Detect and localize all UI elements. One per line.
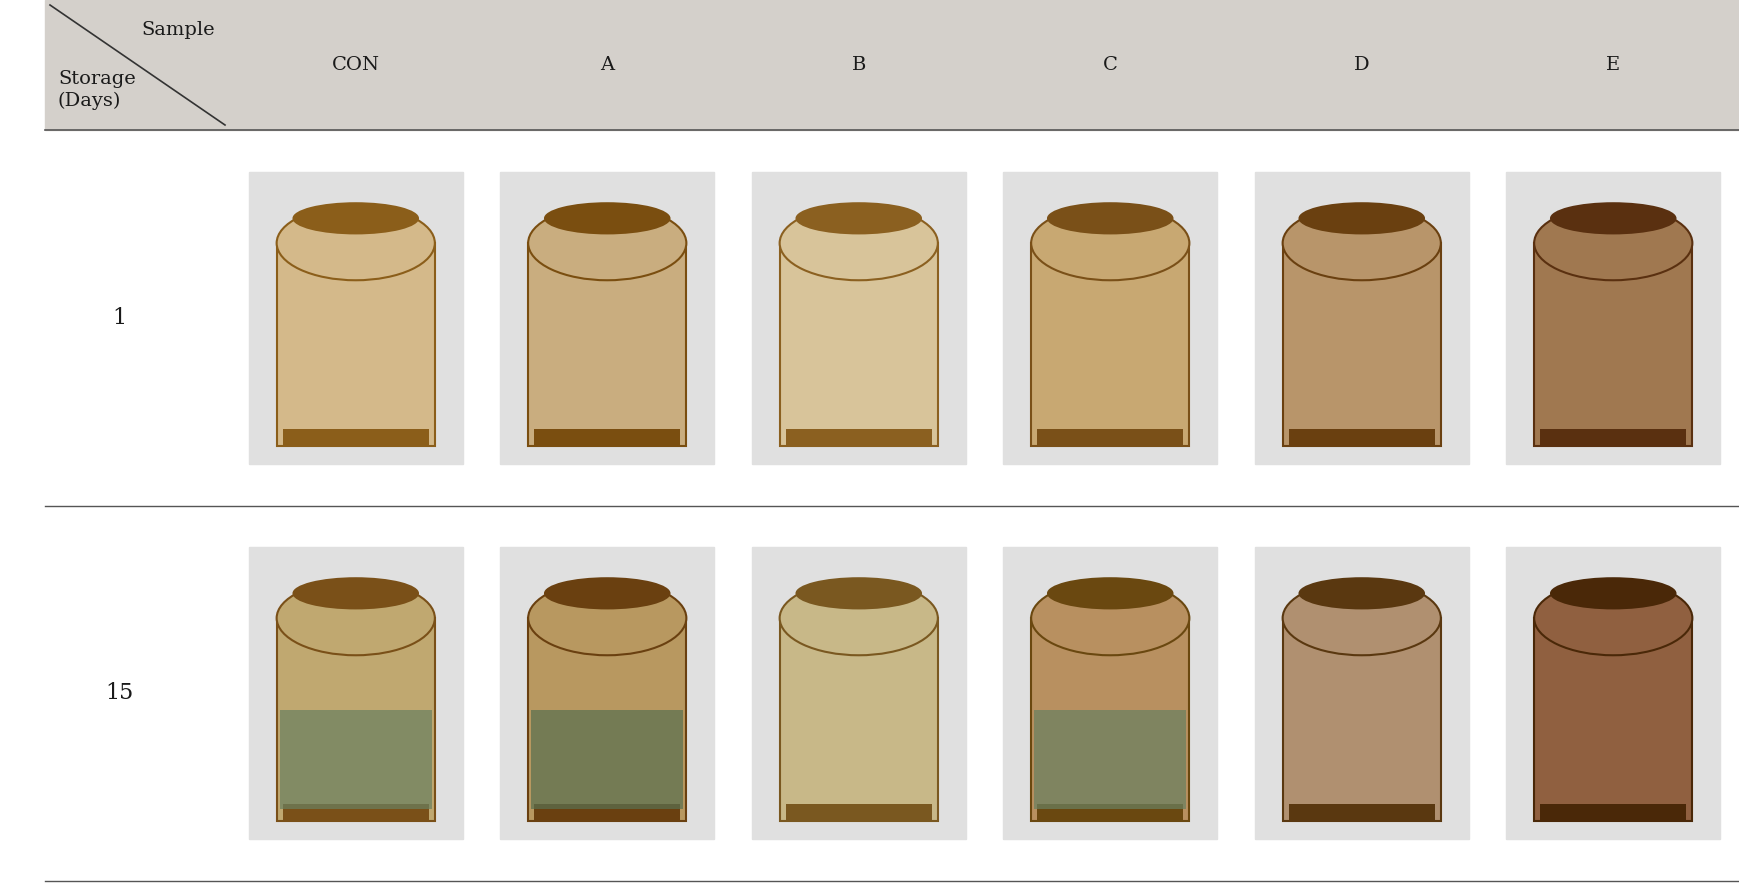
Bar — [1031, 618, 1189, 821]
Bar — [1038, 429, 1183, 447]
Ellipse shape — [529, 581, 687, 656]
Ellipse shape — [544, 202, 671, 235]
Ellipse shape — [1031, 206, 1189, 280]
Bar — [529, 243, 687, 447]
Ellipse shape — [1031, 581, 1189, 656]
Bar — [1541, 429, 1687, 447]
Bar — [283, 804, 428, 821]
Ellipse shape — [1534, 581, 1692, 656]
Ellipse shape — [1549, 202, 1676, 235]
Bar — [779, 243, 937, 447]
Ellipse shape — [795, 577, 922, 610]
Ellipse shape — [1534, 206, 1692, 280]
Bar — [1003, 172, 1217, 463]
Text: Storage
(Days): Storage (Days) — [57, 71, 136, 110]
Text: Sample: Sample — [141, 21, 216, 39]
Ellipse shape — [277, 581, 435, 656]
Ellipse shape — [1283, 581, 1442, 656]
Ellipse shape — [779, 581, 937, 656]
Ellipse shape — [544, 577, 671, 610]
Bar — [1031, 243, 1189, 447]
Bar — [1283, 243, 1442, 447]
Bar — [1541, 804, 1687, 821]
Ellipse shape — [529, 206, 687, 280]
Ellipse shape — [795, 202, 922, 235]
Bar — [277, 618, 435, 821]
Bar — [1506, 172, 1720, 463]
Bar — [1256, 548, 1469, 839]
Text: 15: 15 — [104, 682, 134, 704]
Bar — [534, 804, 680, 821]
Ellipse shape — [1299, 202, 1424, 235]
Text: C: C — [1103, 56, 1118, 74]
Bar — [786, 804, 932, 821]
Bar — [1003, 548, 1217, 839]
Bar — [1506, 548, 1720, 839]
Ellipse shape — [1047, 577, 1174, 610]
Bar — [45, 0, 1739, 130]
Ellipse shape — [277, 206, 435, 280]
Text: A: A — [600, 56, 614, 74]
Bar — [1283, 618, 1442, 821]
Ellipse shape — [292, 577, 419, 610]
Bar — [277, 243, 435, 447]
Bar — [1256, 172, 1469, 463]
Bar — [1534, 243, 1692, 447]
Bar — [1035, 710, 1186, 809]
Text: CON: CON — [332, 56, 379, 74]
Text: D: D — [1355, 56, 1370, 74]
Bar — [779, 618, 937, 821]
Ellipse shape — [1047, 202, 1174, 235]
Bar — [1038, 804, 1183, 821]
Ellipse shape — [1549, 577, 1676, 610]
Ellipse shape — [292, 202, 419, 235]
Bar — [280, 710, 431, 809]
Bar — [751, 172, 965, 463]
Bar — [249, 172, 463, 463]
Ellipse shape — [1299, 577, 1424, 610]
Bar — [534, 429, 680, 447]
Ellipse shape — [1283, 206, 1442, 280]
Bar — [501, 548, 715, 839]
Bar — [529, 618, 687, 821]
Bar — [786, 429, 932, 447]
Bar — [1289, 429, 1435, 447]
Bar — [1289, 804, 1435, 821]
Bar — [532, 710, 683, 809]
Bar — [751, 548, 965, 839]
Text: 1: 1 — [111, 307, 125, 329]
Bar — [501, 172, 715, 463]
Text: B: B — [852, 56, 866, 74]
Ellipse shape — [779, 206, 937, 280]
Bar — [1534, 618, 1692, 821]
Bar — [283, 429, 428, 447]
Bar — [249, 548, 463, 839]
Text: E: E — [1607, 56, 1621, 74]
